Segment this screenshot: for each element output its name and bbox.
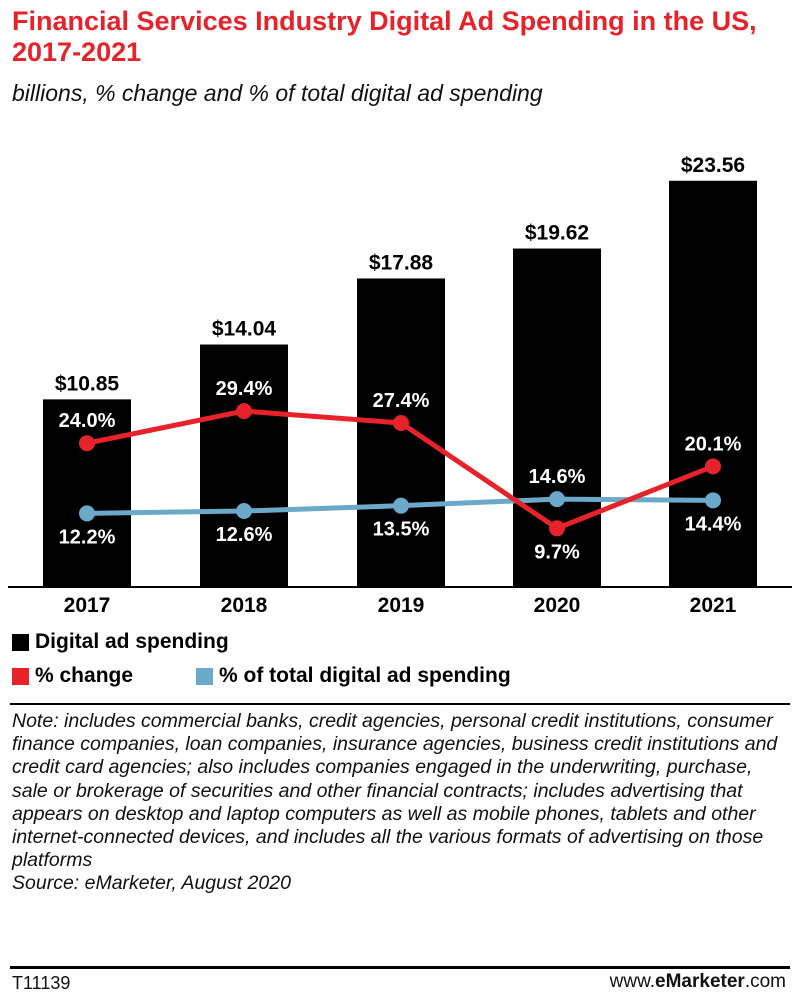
pct-change-label: 29.4% bbox=[216, 378, 273, 400]
point-pct-change-2017 bbox=[79, 435, 95, 452]
legend-item-bars: Digital ad spending bbox=[12, 630, 229, 654]
brand-logo[interactable]: www.eMarketer.com bbox=[610, 971, 786, 993]
note-text: Note: includes commercial banks, credit … bbox=[12, 710, 778, 872]
legend-item-change: % change bbox=[12, 664, 133, 688]
legend-swatch-change bbox=[12, 667, 29, 685]
pct-total-label: 12.2% bbox=[59, 526, 116, 548]
chart-area: $10.85 2017 $14.04 2018 $17.88 2019 $19.62 2020… bbox=[8, 154, 792, 617]
pct-change-label: 24.0% bbox=[59, 410, 116, 432]
bar-value-label: $23.56 bbox=[681, 154, 745, 177]
chart-note: Note: includes commercial banks, credit … bbox=[12, 710, 792, 896]
legend-swatch-total bbox=[196, 667, 213, 685]
brand-pre: www. bbox=[609, 971, 656, 992]
x-tick-label: 2017 bbox=[64, 594, 111, 617]
point-pct-total-2017 bbox=[79, 505, 95, 522]
bar-value-label: $14.04 bbox=[212, 318, 277, 341]
point-pct-total-2021 bbox=[705, 492, 721, 509]
x-tick-label: 2018 bbox=[221, 594, 268, 617]
bar-2017 bbox=[43, 399, 131, 586]
point-pct-total-2018 bbox=[236, 503, 252, 520]
pct-change-label: 20.1% bbox=[685, 433, 742, 455]
pct-total-label: 14.6% bbox=[529, 466, 586, 488]
point-pct-change-2018 bbox=[236, 403, 252, 420]
point-pct-total-2019 bbox=[393, 497, 409, 514]
legend-label-change: % change bbox=[35, 664, 134, 687]
bar-value-label: $19.62 bbox=[525, 222, 589, 245]
legend-label-total: % of total digital ad spending bbox=[219, 664, 511, 687]
bar-value-label: $10.85 bbox=[55, 372, 120, 395]
bar-2018 bbox=[200, 344, 288, 586]
footer-divider bbox=[10, 966, 790, 969]
bar-2021 bbox=[669, 180, 757, 586]
point-pct-change-2020 bbox=[549, 520, 565, 537]
bar-value-label: $17.88 bbox=[369, 251, 434, 274]
brand-post: .com bbox=[744, 971, 786, 992]
legend-swatch-bars bbox=[12, 633, 29, 651]
source-text: Source: eMarketer, August 2020 bbox=[12, 872, 291, 895]
point-pct-change-2021 bbox=[705, 458, 721, 475]
chart-title: Financial Services Industry Digital Ad S… bbox=[12, 6, 757, 67]
point-pct-change-2019 bbox=[393, 414, 409, 431]
pct-change-label: 9.7% bbox=[534, 541, 580, 563]
bar-2019 bbox=[357, 278, 445, 586]
chart-id: T11139 bbox=[12, 973, 71, 993]
pct-total-label: 13.5% bbox=[373, 519, 430, 541]
chart-subtitle: billions, % change and % of total digita… bbox=[12, 80, 543, 106]
pct-change-label: 27.4% bbox=[373, 390, 430, 412]
legend-item-total: % of total digital ad spending bbox=[196, 664, 511, 688]
note-divider bbox=[10, 703, 790, 705]
x-tick-label: 2021 bbox=[690, 594, 737, 617]
pct-total-label: 14.4% bbox=[685, 513, 742, 535]
x-tick-label: 2020 bbox=[534, 594, 581, 617]
pct-total-label: 12.6% bbox=[216, 524, 273, 546]
legend-label-bars: Digital ad spending bbox=[35, 630, 229, 653]
point-pct-total-2020 bbox=[549, 491, 565, 508]
x-tick-label: 2019 bbox=[378, 594, 425, 617]
brand-bold: eMarketer bbox=[655, 971, 745, 992]
